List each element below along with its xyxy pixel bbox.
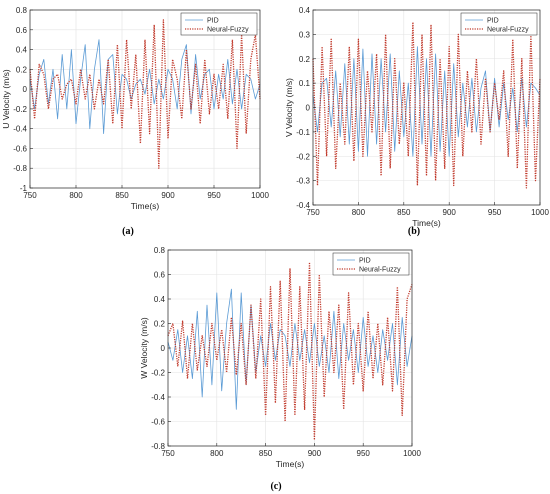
y-tick-label: 0.1	[299, 79, 311, 88]
y-tick-label: 0	[23, 85, 28, 94]
x-tick-label: 750	[23, 191, 37, 200]
x-tick-label: 950	[488, 208, 502, 217]
series-line-neural-fuzzy	[167, 261, 413, 441]
chart-panel-2: 750 800 850 900 950 1000 -0.4 -0.3 -0.2 -0.1 0 0.1 0…	[284, 6, 549, 237]
x-tick-label: 1000	[403, 449, 421, 458]
y-tick-label: 0.6	[154, 271, 166, 280]
x-tick-label: 1000	[251, 191, 269, 200]
series-line-pid	[29, 39, 261, 135]
x-tick-label: 950	[357, 449, 371, 458]
legend-entry: PID	[207, 18, 219, 25]
panel-caption: (a)	[122, 226, 134, 237]
y-tick-label: 0	[161, 344, 166, 353]
y-axis-label: V Velocity (m/s)	[284, 78, 294, 137]
legend-entry: PID	[487, 18, 499, 25]
series-line-neural-fuzzy	[29, 19, 261, 169]
y-tick-label: 0.6	[16, 26, 28, 35]
y-tick-label: 0.4	[154, 295, 166, 304]
x-tick-label: 850	[259, 449, 273, 458]
legend-entry: Neural-Fuzzy	[487, 27, 529, 34]
y-tick-label: 0.8	[16, 6, 28, 15]
chart-panel-3: 750 800 850 900 950 1000 -0.8 -0.6 -0.4 -0.2 0 0.2 0…	[139, 246, 421, 492]
x-tick-label: 750	[306, 208, 320, 217]
x-tick-label: 850	[115, 191, 129, 200]
y-tick-label: -0.6	[13, 144, 27, 153]
panel-caption: (b)	[408, 226, 420, 237]
y-tick-label: 0.3	[299, 30, 311, 39]
legend-entry: PID	[359, 258, 371, 265]
x-tick-label: 900	[443, 208, 457, 217]
chart-panel-1: 750 800 850 900 950 1000 -1 -0.8 -0.6 -0.4 -0.2 0 0.…	[1, 6, 269, 237]
y-axis-label: W Velocity (m/s)	[139, 317, 149, 379]
y-tick-label: -0.2	[296, 152, 310, 161]
x-tick-label: 900	[308, 449, 322, 458]
x-axis-label: Time(s)	[131, 201, 160, 211]
plot-area	[30, 10, 260, 188]
x-tick-label: 750	[161, 449, 175, 458]
panel-caption: (c)	[270, 481, 281, 492]
x-tick-label: 950	[207, 191, 221, 200]
x-tick-label: 1000	[531, 208, 549, 217]
series-line-pid	[312, 46, 541, 157]
y-tick-label: 0.4	[16, 46, 28, 55]
y-tick-label: -0.8	[13, 164, 27, 173]
axes-frame	[29, 9, 261, 189]
y-tick-label: -0.8	[151, 442, 165, 451]
y-tick-label: -0.4	[13, 125, 27, 134]
y-tick-label: -0.4	[296, 201, 310, 210]
x-axis-label: Time(s)	[276, 459, 305, 469]
y-tick-label: 0.2	[299, 55, 311, 64]
y-tick-label: 0.2	[154, 320, 166, 329]
legend-entry: Neural-Fuzzy	[359, 267, 401, 274]
x-tick-label: 850	[397, 208, 411, 217]
y-tick-label: -0.6	[151, 418, 165, 427]
x-tick-label: 800	[210, 449, 224, 458]
series-line-pid	[167, 288, 413, 410]
y-tick-label: -0.2	[151, 369, 165, 378]
y-tick-label: -0.4	[151, 393, 165, 402]
y-tick-label: -0.1	[296, 128, 310, 137]
y-tick-label: -0.3	[296, 177, 310, 186]
y-tick-label: -1	[20, 184, 28, 193]
y-tick-label: 0.8	[154, 246, 166, 255]
legend-entry: Neural-Fuzzy	[207, 27, 249, 34]
x-tick-label: 900	[161, 191, 175, 200]
y-tick-label: 0	[306, 104, 311, 113]
y-tick-label: 0.4	[299, 6, 311, 15]
x-tick-label: 800	[352, 208, 366, 217]
y-tick-label: -0.2	[13, 105, 27, 114]
y-tick-label: 0.2	[16, 65, 28, 74]
x-tick-label: 800	[69, 191, 83, 200]
y-axis-label: U Velocity (m/s)	[1, 69, 11, 129]
x-axis-label: Time(s)	[412, 218, 441, 228]
